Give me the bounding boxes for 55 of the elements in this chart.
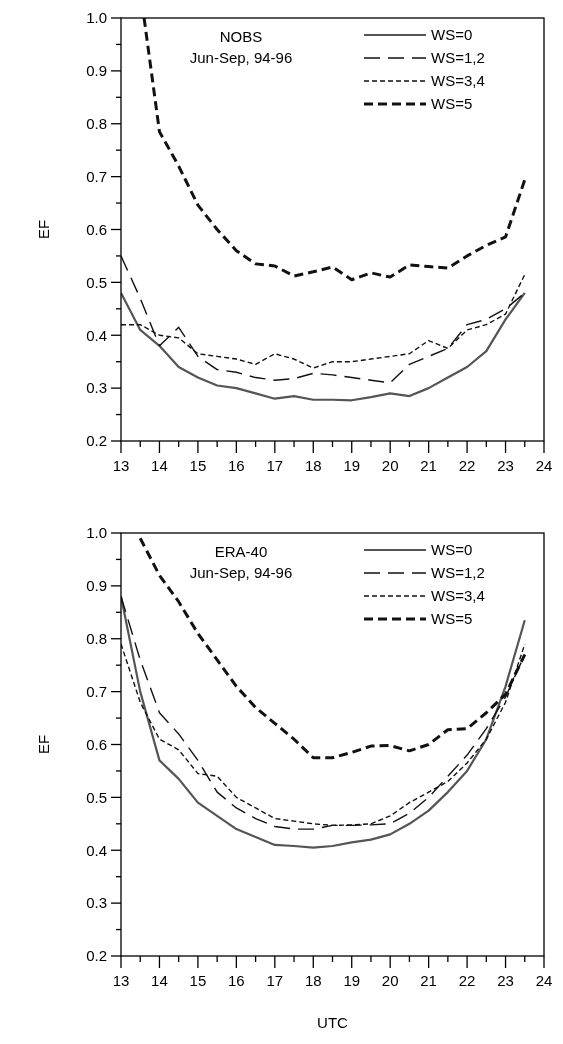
legend-label: WS=1,2 (431, 49, 485, 67)
x-tick-label: 23 (497, 457, 514, 474)
x-axis-title: UTC (317, 1014, 349, 1031)
x-tick-label: 22 (458, 972, 476, 989)
x-tick-label: 24 (535, 457, 553, 474)
x-tick-label: 17 (266, 972, 284, 989)
y-axis-title: EF (35, 219, 52, 240)
text: ERA-40 Jun-Sep, 94-96 (189, 543, 293, 581)
x-tick-label: 19 (343, 457, 361, 474)
x-tick-label: 21 (420, 972, 437, 989)
x-tick-label: 16 (228, 457, 245, 474)
y-tick-label: 0.7 (86, 682, 107, 700)
x-tick-label: 17 (266, 457, 284, 474)
y-tick-label: 0.6 (86, 735, 107, 753)
x-tick-label: 20 (381, 457, 399, 474)
x-tick-label: 13 (112, 972, 130, 989)
x-tick-label: 24 (535, 972, 553, 989)
y-tick-label: 0.8 (86, 115, 107, 132)
y-tick-label: 0.3 (86, 379, 107, 397)
x-tick-label: 15 (189, 972, 207, 989)
y-tick-label: 1.0 (86, 524, 107, 542)
y-tick-label: 0.9 (86, 62, 107, 80)
y-tick-label: 0.5 (86, 273, 107, 291)
y-tick-label: 1.0 (86, 9, 107, 27)
x-tick-label: 19 (343, 972, 361, 989)
text: NOBS Jun-Sep, 94-96 (189, 28, 293, 66)
x-tick-label: 16 (228, 972, 245, 989)
y-tick-label: 0.8 (86, 630, 107, 647)
x-tick-label: 20 (381, 972, 399, 989)
legend-label: WS=5 (431, 95, 473, 113)
y-tick-label: 0.6 (86, 220, 107, 238)
x-tick-label: 13 (112, 457, 130, 474)
legend-label: WS=5 (431, 610, 473, 628)
x-tick-label: 18 (304, 972, 322, 989)
legend-label: WS=3,4 (431, 72, 485, 90)
y-tick-label: 0.9 (86, 577, 107, 595)
y-tick-label: 0.2 (86, 947, 107, 965)
x-tick-label: 21 (420, 457, 437, 474)
y-tick-label: 0.4 (86, 326, 107, 344)
x-tick-label: 15 (189, 457, 207, 474)
x-tick-label: 14 (151, 457, 168, 474)
legend-label: WS=1,2 (431, 564, 485, 582)
y-tick-label: 0.3 (86, 894, 107, 912)
legend-label: WS=3,4 (431, 587, 485, 605)
x-tick-label: 23 (497, 972, 514, 989)
x-tick-label: 22 (458, 457, 476, 474)
legend-label: WS=0 (431, 26, 473, 44)
y-tick-label: 0.5 (86, 788, 107, 806)
y-axis-title: EF (35, 734, 52, 755)
legend-label: WS=0 (431, 541, 473, 559)
x-tick-label: 14 (151, 972, 168, 989)
x-tick-label: 18 (304, 457, 322, 474)
y-tick-label: 0.2 (86, 432, 107, 450)
y-tick-label: 0.4 (86, 841, 107, 859)
y-tick-label: 0.7 (86, 167, 107, 185)
